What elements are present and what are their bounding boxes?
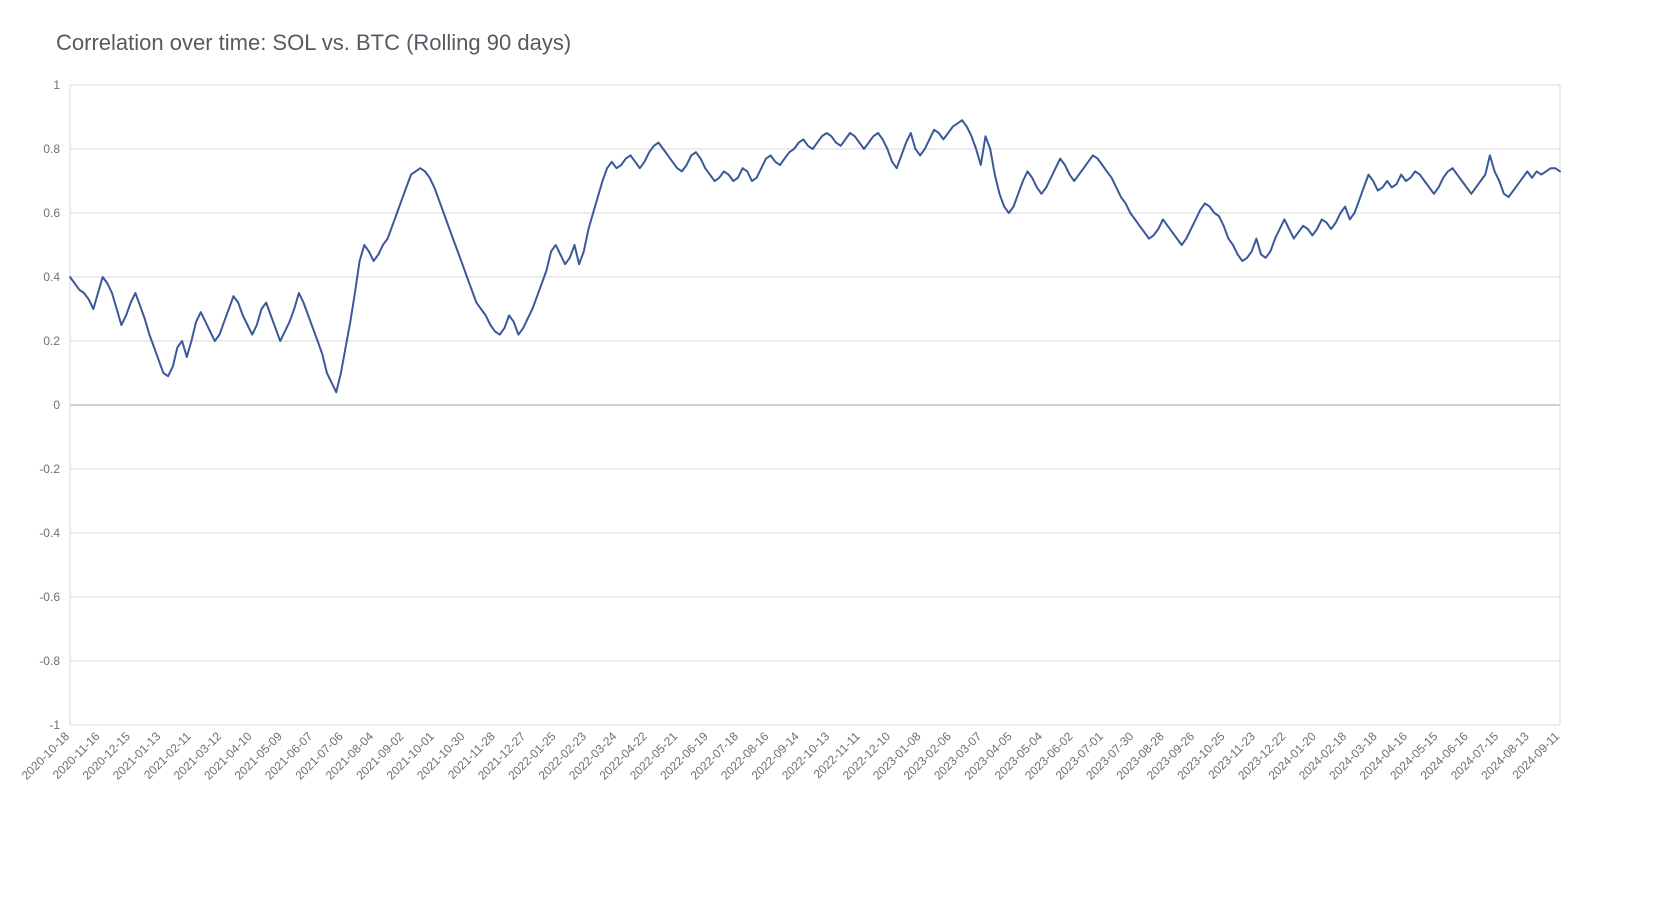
y-tick-label: -0.2 bbox=[39, 462, 60, 476]
y-tick-label: -1 bbox=[49, 718, 60, 732]
y-tick-label: 1 bbox=[53, 78, 60, 92]
y-tick-label: 0 bbox=[53, 398, 60, 412]
chart-title: Correlation over time: SOL vs. BTC (Roll… bbox=[56, 30, 571, 56]
y-tick-label: -0.8 bbox=[39, 654, 60, 668]
correlation-line-chart: -1-0.8-0.6-0.4-0.200.20.40.60.812020-10-… bbox=[0, 0, 1660, 904]
y-tick-label: 0.2 bbox=[43, 334, 60, 348]
y-tick-label: 0.8 bbox=[43, 142, 60, 156]
y-tick-label: -0.4 bbox=[39, 526, 60, 540]
y-tick-label: 0.4 bbox=[43, 270, 60, 284]
y-tick-label: 0.6 bbox=[43, 206, 60, 220]
correlation-series bbox=[70, 120, 1560, 392]
y-tick-label: -0.6 bbox=[39, 590, 60, 604]
